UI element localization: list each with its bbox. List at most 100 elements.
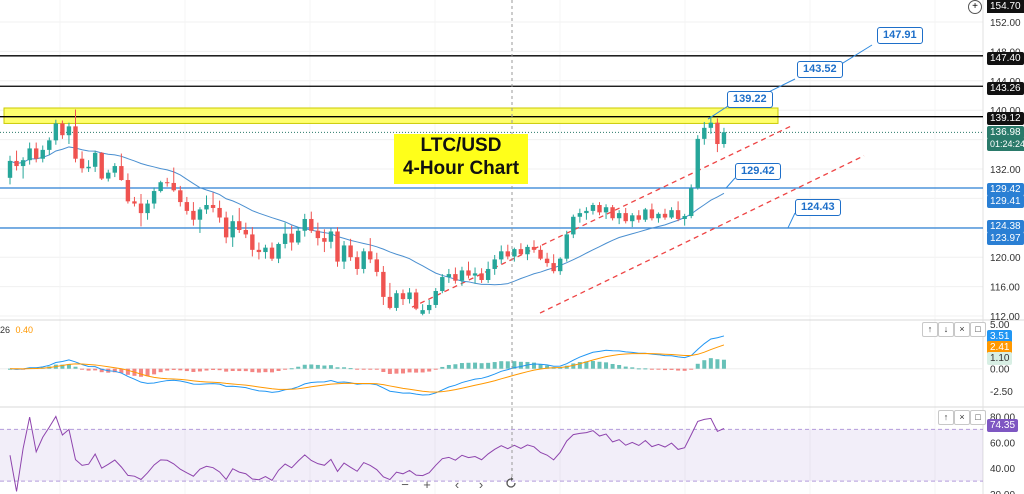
candle	[296, 227, 301, 245]
candle	[237, 207, 242, 233]
scroll-forward-button[interactable]: ›	[478, 477, 484, 492]
candle-body	[531, 246, 537, 250]
chart-title-box: LTC/USD 4-Hour Chart	[394, 134, 528, 184]
macd-hist-bar	[492, 362, 497, 369]
macd-hist-bar	[708, 358, 713, 369]
candle	[34, 142, 39, 163]
axis-badge-129-41: 129.41	[987, 195, 1024, 208]
candle	[518, 243, 524, 255]
candle	[675, 201, 681, 222]
candle-body	[603, 207, 609, 213]
candle	[544, 252, 550, 267]
annotation-124-43: 124.43	[795, 199, 841, 216]
candle-body	[92, 152, 98, 167]
candle	[145, 199, 150, 220]
rsi-tick-label: 60.00	[990, 438, 1015, 449]
rsi-move-up-button[interactable]: ↑	[938, 410, 954, 425]
candle-body	[551, 263, 556, 272]
rsi-tick-label: 20.00	[990, 490, 1015, 494]
candle-body	[518, 249, 524, 255]
candle-body	[138, 203, 144, 214]
zoom-in-button[interactable]: +	[423, 477, 431, 492]
candle-body	[302, 218, 307, 231]
candle-body	[708, 122, 714, 128]
candle-body	[315, 230, 321, 239]
macd-hist-bar	[538, 363, 543, 369]
candle-body	[427, 304, 432, 311]
scroll-back-button[interactable]: ‹	[454, 477, 460, 492]
candle-body	[512, 249, 517, 257]
candle	[20, 157, 26, 179]
rsi-band	[0, 429, 983, 482]
macd-hist-bar	[191, 368, 196, 372]
macd-move-down-button[interactable]: ↓	[938, 322, 954, 337]
candle-body	[485, 268, 491, 280]
macd-hist-bar	[558, 367, 563, 369]
add-plus-icon[interactable]: +	[968, 0, 982, 14]
candle-body	[269, 247, 275, 259]
macd-close-button[interactable]: ×	[954, 322, 970, 337]
macd-hist-bar	[73, 366, 78, 369]
rsi-tick-label: 80.00	[990, 412, 1015, 423]
macd-badge-signal: 2.41	[987, 341, 1013, 354]
macd-hist-bar	[420, 368, 425, 373]
macd-maximize-button[interactable]: □	[970, 322, 986, 337]
candle-body	[446, 274, 452, 278]
candle	[106, 169, 111, 182]
zoom-out-button[interactable]: −	[401, 477, 409, 492]
resistance-zone-rect	[3, 107, 779, 124]
rsi-maximize-button[interactable]: □	[970, 410, 986, 425]
trend-channel	[411, 125, 865, 314]
annotation-143-52: 143.52	[797, 61, 843, 78]
candle-body	[499, 251, 504, 260]
candle	[466, 261, 471, 279]
candle	[178, 185, 183, 207]
macd-move-up-button[interactable]: ↑	[922, 322, 938, 337]
macd-badge-line: 3.51	[987, 330, 1013, 343]
candle	[643, 207, 648, 222]
candle	[322, 229, 327, 253]
candle	[289, 225, 294, 251]
macd-hist-bar	[610, 363, 615, 369]
macd-hist-bar	[669, 368, 674, 370]
macd-hist-bar	[682, 368, 687, 371]
rsi-close-button[interactable]: ×	[954, 410, 970, 425]
price-tick-label: 152.00	[990, 18, 1021, 29]
macd-hist-bar	[60, 364, 65, 369]
candle-body	[479, 273, 484, 280]
candle	[210, 192, 216, 213]
channel-lower-line	[539, 155, 865, 314]
candle-body	[374, 259, 379, 272]
macd-hist-bar	[296, 366, 301, 369]
macd-tick-label: -2.50	[990, 387, 1013, 398]
macd-hist-bar	[224, 368, 229, 372]
candle-body	[178, 190, 183, 203]
candle	[204, 195, 209, 214]
candle-body	[420, 310, 425, 314]
macd-hist-bar	[165, 368, 170, 371]
candle-body	[7, 160, 13, 178]
macd-hist-bar	[577, 362, 582, 369]
candle	[433, 288, 438, 308]
candle-body	[669, 210, 674, 218]
macd-pane: 5.002.500.00-2.50	[0, 320, 1013, 398]
candle-body	[394, 293, 399, 308]
macd-hist-bar	[721, 359, 726, 369]
macd-hist-bar	[368, 368, 373, 370]
candle	[682, 213, 687, 226]
reset-icon[interactable]	[502, 476, 520, 494]
candle-body	[341, 245, 347, 262]
candle	[649, 203, 655, 221]
macd-hist-bar	[663, 368, 667, 371]
candle	[368, 238, 373, 264]
macd-hist-bar	[394, 368, 399, 374]
candle	[79, 151, 85, 173]
candle-body	[20, 160, 26, 167]
candle-body	[60, 123, 65, 136]
level-badge-123-97: 123.97	[987, 232, 1024, 245]
candle	[420, 304, 425, 316]
macd-hist-bar	[433, 368, 438, 370]
candle-body	[73, 126, 78, 159]
candle	[276, 242, 281, 264]
